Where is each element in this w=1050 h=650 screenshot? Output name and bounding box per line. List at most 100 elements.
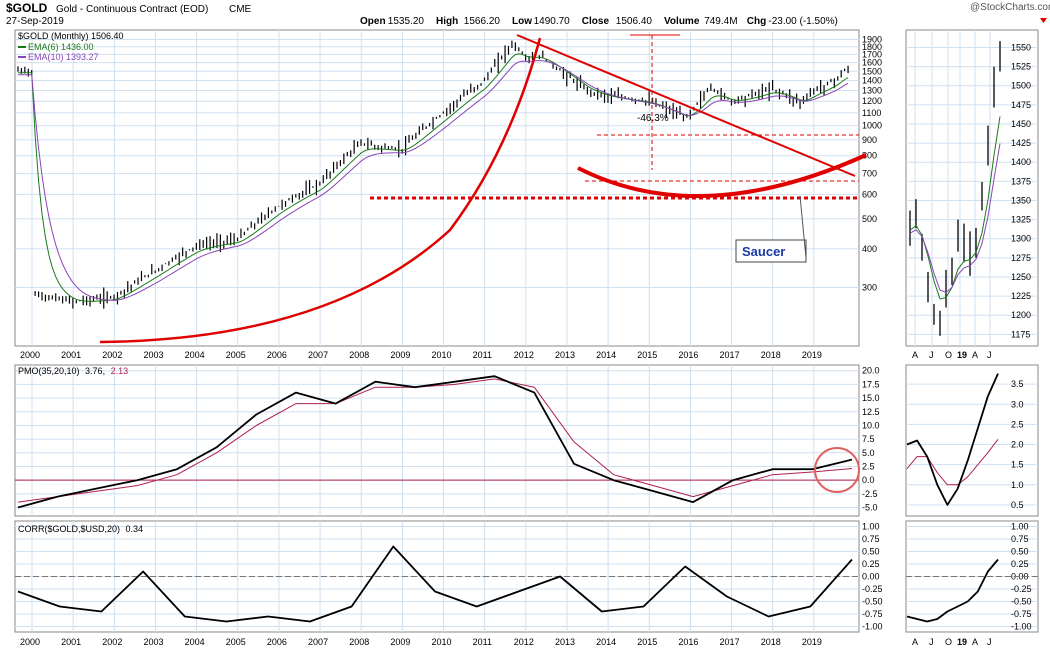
drawdown-label: -46.3% xyxy=(637,113,669,124)
corr-tick-label: 0.25 xyxy=(862,559,880,569)
year-tick-label: 2016 xyxy=(678,350,698,360)
pmo-zoom-tick-label: 1.5 xyxy=(1011,460,1024,470)
price-tick-label: 1100 xyxy=(862,108,881,118)
legend-price: $GOLD (Monthly) 1506.40 xyxy=(18,31,124,41)
saucer-label: Saucer xyxy=(742,244,785,259)
year-tick-label: 2012 xyxy=(514,637,534,647)
ohlc-label: Low xyxy=(512,16,532,27)
zoom-tick-label: 1525 xyxy=(1011,62,1031,72)
year-tick-label: 2016 xyxy=(678,637,698,647)
zoom-tick-label: 1325 xyxy=(1011,215,1031,225)
zoom-tick-label: 1200 xyxy=(1011,310,1031,320)
year-tick-label: 2003 xyxy=(143,637,163,647)
corr-zoom-tick-label: 1.00 xyxy=(1011,522,1029,532)
price-tick-label: 300 xyxy=(862,283,877,293)
zoom-month-label: O xyxy=(945,350,952,360)
pmo-zoom-tick-label: 0.5 xyxy=(1011,500,1024,510)
pmo-value: 3.76 xyxy=(85,366,103,376)
saucer-curve xyxy=(577,153,867,199)
price-tick-label: 1400 xyxy=(862,76,882,86)
pmo-tick-label: 12.5 xyxy=(862,407,880,417)
pmo-zoom-tick-label: 1.0 xyxy=(1011,480,1024,490)
price-tick-label: 600 xyxy=(862,189,877,199)
zoom-tick-label: 1250 xyxy=(1011,272,1031,282)
year-tick-label: 2008 xyxy=(349,637,369,647)
saucer-box xyxy=(735,239,807,263)
pmo-label: PMO(35,20,10) xyxy=(18,366,80,376)
year-tick-label: 2013 xyxy=(555,350,575,360)
pmo-tick-label: 5.0 xyxy=(862,448,875,458)
ohlc-label: Close xyxy=(582,16,610,27)
ohlc-label: Chg xyxy=(747,16,766,27)
year-tick-label: 2011 xyxy=(473,637,492,647)
zoom-tick-label: 1400 xyxy=(1011,157,1031,167)
year-tick-label: 2003 xyxy=(143,350,163,360)
year-tick-label: 2001 xyxy=(61,637,81,647)
pmo-tick-label: 17.5 xyxy=(862,379,880,389)
ohlc-row: Open 1535.20 High 1566.20 Low 1490.70 Close 150… xyxy=(360,16,838,27)
year-tick-label: 2019 xyxy=(802,350,822,360)
legend-corr: CORR($GOLD,$USD,20) 0.34 xyxy=(18,524,143,534)
year-tick-label: 2017 xyxy=(720,637,740,647)
year-tick-label: 2013 xyxy=(555,637,575,647)
watermark: @StockCharts.com xyxy=(970,2,1050,13)
ohlc-label: High xyxy=(436,16,458,27)
year-tick-label: 2015 xyxy=(637,350,657,360)
corr-tick-label: -1.00 xyxy=(862,622,883,632)
zoom-tick-label: 1375 xyxy=(1011,176,1031,186)
price-tick-label: 1300 xyxy=(862,85,882,95)
ohlc-value: 1566.20 xyxy=(464,16,501,27)
legend-ema6: EMA(6) 1436.00 xyxy=(28,42,94,52)
price-series xyxy=(17,40,849,309)
pmo-tick-label: 10.0 xyxy=(862,420,880,430)
ohlc-label: Open xyxy=(360,16,386,27)
corr-tick-label: 0.75 xyxy=(862,534,880,544)
year-tick-label: 2005 xyxy=(226,637,246,647)
price-tick-label: 900 xyxy=(862,135,877,145)
parabolic-curve xyxy=(99,37,542,344)
zoom-tick-label: 1350 xyxy=(1011,195,1031,205)
corr-tick-label: -0.50 xyxy=(862,597,883,607)
year-tick-label: 2015 xyxy=(637,637,657,647)
year-tick-label: 2004 xyxy=(185,637,205,647)
year-tick-label: 2005 xyxy=(226,350,246,360)
year-tick-label: 2014 xyxy=(596,350,616,360)
zoom-month-label: J xyxy=(987,637,992,647)
zoom-month-label: O xyxy=(945,637,952,647)
corr-label: CORR($GOLD,$USD,20) xyxy=(18,524,120,534)
symbol-label: $GOLD xyxy=(6,1,48,15)
zoom-tick-label: 1500 xyxy=(1011,81,1031,91)
year-tick-label: 2014 xyxy=(596,637,616,647)
year-tick-label: 2006 xyxy=(267,350,287,360)
instrument-name: Gold - Continuous Contract (EOD) xyxy=(56,4,208,15)
year-tick-label: 2006 xyxy=(267,637,287,647)
pmo-zoom-signal-line xyxy=(906,438,999,486)
pmo-tick-label: -2.5 xyxy=(862,489,878,499)
zoom-month-label: 19 xyxy=(957,637,967,647)
price-tick-label: 800 xyxy=(862,151,877,161)
pmo-zoom-line xyxy=(906,373,999,506)
pmo-line xyxy=(17,375,853,509)
zoom-month-label: A xyxy=(972,637,978,647)
zoom-month-label: A xyxy=(912,637,918,647)
pmo-tick-label: 7.5 xyxy=(862,434,875,444)
pmo-tick-label: 20.0 xyxy=(862,366,880,376)
corr-zoom-tick-label: -0.25 xyxy=(1011,584,1032,594)
corr-tick-label: 0.50 xyxy=(862,547,880,557)
zoom-month-label: J xyxy=(929,350,934,360)
resistance-trendline xyxy=(516,34,856,177)
year-tick-label: 2002 xyxy=(102,350,122,360)
pmo-tick-label: 2.5 xyxy=(862,461,875,471)
pmo-zoom-tick-label: 3.0 xyxy=(1011,399,1024,409)
year-tick-label: 2002 xyxy=(102,637,122,647)
year-tick-label: 2009 xyxy=(390,637,410,647)
price-tick-label: 700 xyxy=(862,169,877,179)
corr-value: 0.34 xyxy=(126,524,144,534)
zoom-tick-label: 1450 xyxy=(1011,119,1031,129)
price-tick-label: 1600 xyxy=(862,58,882,68)
year-tick-label: 2017 xyxy=(720,350,740,360)
pmo-zoom-tick-label: 2.5 xyxy=(1011,419,1024,429)
price-tick-label: 1700 xyxy=(862,49,882,59)
corr-zoom-tick-label: -1.00 xyxy=(1011,622,1032,632)
year-tick-label: 2004 xyxy=(185,350,205,360)
